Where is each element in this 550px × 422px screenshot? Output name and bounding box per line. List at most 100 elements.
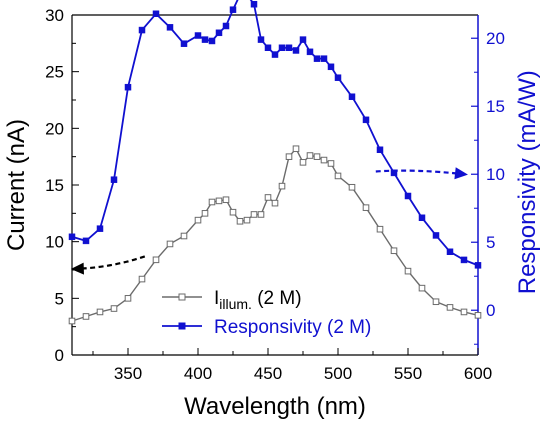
dashed-arrow-line	[74, 255, 146, 270]
data-point-responsivity	[299, 36, 307, 43]
data-point-current	[201, 210, 209, 217]
data-point-current	[306, 152, 314, 159]
data-point-responsivity	[278, 44, 286, 52]
x-tick-label: 450	[254, 364, 282, 383]
y-left-tick-label: 0	[55, 346, 64, 365]
data-point-responsivity	[208, 37, 216, 45]
data-point-current	[313, 153, 321, 160]
series-layer	[68, 0, 482, 325]
data-point-current	[390, 247, 398, 255]
data-point-current	[68, 317, 76, 325]
axes: 350 400 450 500 550 600 0 5 10 15 20 25 30 0 5 10 15 20	[45, 6, 505, 383]
data-point-responsivity	[229, 6, 237, 13]
data-point-current	[138, 275, 146, 283]
data-point-responsivity	[124, 83, 132, 91]
y-right-tick-label: 10	[486, 165, 505, 184]
legend: Iillum. (2 M) Responsivity (2 M)	[162, 288, 371, 338]
legend-item-current: Iillum. (2 M)	[162, 288, 302, 312]
data-point-current	[236, 217, 244, 225]
data-point-responsivity	[215, 29, 223, 37]
data-point-responsivity	[460, 256, 468, 264]
data-point-responsivity	[292, 47, 300, 54]
data-point-current	[404, 267, 412, 275]
data-point-current	[327, 160, 335, 167]
data-point-responsivity	[418, 214, 426, 222]
data-point-responsivity	[250, 0, 258, 8]
data-point-responsivity	[320, 55, 328, 62]
y-left-tick-label: 15	[45, 176, 64, 195]
data-point-responsivity	[257, 36, 265, 43]
data-point-current	[460, 308, 468, 316]
annotation-layer	[70, 167, 468, 275]
y-left-tick-label: 20	[45, 119, 64, 138]
dashed-arrow-head	[454, 167, 468, 180]
data-point-responsivity	[68, 233, 76, 241]
data-point-responsivity	[82, 237, 90, 245]
data-point-current	[278, 182, 286, 190]
data-point-current	[124, 295, 132, 302]
data-point-current	[166, 240, 174, 248]
data-point-current	[285, 153, 293, 160]
y-axis-right-title: Responsivity (mA/W)	[514, 70, 541, 294]
data-point-responsivity	[110, 176, 118, 183]
legend-label-current-main: I	[214, 288, 219, 309]
y-right-tick-label: 0	[486, 301, 495, 320]
legend-label-current: Iillum. (2 M)	[214, 288, 302, 312]
data-point-responsivity	[362, 116, 370, 124]
data-point-current	[243, 216, 251, 224]
data-point-current	[348, 183, 356, 191]
dashed-arrow-line	[375, 169, 465, 176]
data-point-responsivity	[152, 10, 160, 18]
data-point-responsivity	[404, 192, 412, 200]
data-point-responsivity	[271, 51, 279, 58]
data-point-responsivity	[432, 232, 440, 239]
legend-label-responsivity: Responsivity (2 M)	[214, 317, 371, 338]
legend-label-current-suffix: (2 M)	[252, 288, 302, 309]
legend-item-responsivity: Responsivity (2 M)	[162, 317, 371, 338]
data-point-current	[292, 145, 300, 153]
data-point-responsivity	[194, 32, 202, 39]
y-left-tick-label: 25	[45, 63, 64, 82]
series-line-responsivity	[71, 0, 479, 267]
legend-marker-responsivity	[178, 322, 186, 330]
data-point-current	[257, 211, 265, 218]
data-point-responsivity	[138, 26, 146, 34]
data-point-current	[299, 159, 307, 166]
data-point-current	[110, 305, 118, 312]
data-point-current	[222, 196, 230, 204]
data-point-responsivity	[334, 74, 342, 81]
data-point-current	[194, 216, 202, 224]
data-point-responsivity	[166, 24, 174, 31]
data-point-current	[271, 199, 279, 207]
x-tick-label: 500	[324, 364, 352, 383]
data-point-responsivity	[348, 93, 356, 100]
x-tick-label: 550	[394, 364, 422, 383]
data-point-responsivity	[313, 55, 321, 62]
data-point-current	[82, 313, 90, 320]
data-point-current	[215, 197, 223, 205]
y-right-tick-label: 5	[486, 233, 495, 252]
data-point-current	[264, 194, 272, 201]
data-point-responsivity	[327, 63, 335, 71]
x-tick-label: 600	[464, 364, 492, 383]
dashed-arrow-head	[70, 262, 84, 275]
y-axis-left-title: Current (nA)	[3, 119, 30, 251]
data-point-responsivity	[474, 262, 482, 269]
x-tick-label: 400	[184, 364, 212, 383]
data-point-responsivity	[446, 248, 454, 256]
y-left-tick-label: 10	[45, 233, 64, 252]
data-point-current	[208, 198, 216, 206]
y-left-tick-label: 30	[45, 6, 64, 25]
x-tick-label: 350	[114, 364, 142, 383]
data-point-current	[334, 172, 342, 180]
data-point-responsivity	[222, 22, 230, 30]
data-point-current	[152, 256, 160, 264]
x-axis-title: Wavelength (nm)	[184, 393, 366, 420]
data-point-current	[474, 312, 482, 319]
data-point-responsivity	[285, 44, 293, 52]
data-point-responsivity	[180, 40, 188, 47]
data-point-responsivity	[201, 36, 209, 43]
series-line-current	[71, 147, 479, 322]
data-point-responsivity	[96, 225, 104, 232]
